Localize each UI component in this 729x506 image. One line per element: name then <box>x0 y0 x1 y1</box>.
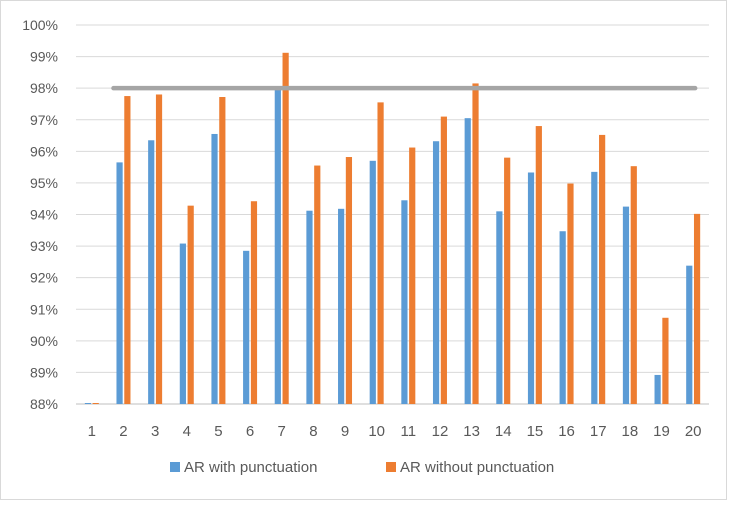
bar-without-punctuation <box>693 213 701 404</box>
legend-swatch <box>170 462 180 472</box>
x-tick-label: 19 <box>653 423 670 440</box>
bar-with-punctuation <box>654 374 661 404</box>
bar-with-punctuation <box>496 211 503 404</box>
x-tick-label: 20 <box>685 423 702 440</box>
y-tick-label: 96% <box>30 143 58 159</box>
bar-with-punctuation <box>559 231 566 404</box>
bar-with-punctuation <box>432 141 440 404</box>
y-tick-label: 93% <box>30 238 58 254</box>
y-tick-label: 98% <box>30 80 58 96</box>
x-tick-label: 11 <box>401 423 417 440</box>
x-tick-label: 2 <box>119 423 127 440</box>
bar-without-punctuation <box>599 134 606 404</box>
x-tick-label: 4 <box>183 423 191 440</box>
bar-with-punctuation <box>243 250 250 404</box>
bar-with-punctuation <box>211 133 218 404</box>
y-tick-label: 99% <box>30 49 58 65</box>
bar-with-punctuation <box>84 403 92 404</box>
x-tick-label: 16 <box>558 423 575 440</box>
y-tick-label: 90% <box>30 333 58 349</box>
y-tick-label: 100% <box>22 17 58 33</box>
bar-without-punctuation <box>567 183 574 404</box>
bar-without-punctuation <box>250 201 258 404</box>
bar-without-punctuation <box>314 165 321 404</box>
x-tick-label: 12 <box>432 423 449 440</box>
x-axis-tick-labels: 1 2 3 4 5 6 7 8 9 10 11 12 13 14 15 16 17 18 19 20 <box>88 423 702 440</box>
legend-swatch <box>386 462 396 472</box>
y-tick-label: 88% <box>30 396 58 412</box>
bar-without-punctuation <box>504 157 511 404</box>
bar-without-punctuation <box>630 166 637 404</box>
bar-without-punctuation <box>472 83 479 404</box>
x-tick-label: 9 <box>341 423 349 440</box>
x-tick-label: 13 <box>463 423 480 440</box>
bar-with-punctuation <box>527 172 535 404</box>
x-tick-label: 5 <box>214 423 222 440</box>
x-tick-label: 17 <box>590 423 607 440</box>
x-tick-label: 7 <box>278 423 286 440</box>
y-tick-label: 97% <box>30 112 58 128</box>
x-tick-label: 10 <box>368 423 385 440</box>
bar-without-punctuation <box>409 147 416 404</box>
y-tick-label: 94% <box>30 207 58 223</box>
x-tick-label: 14 <box>495 423 512 440</box>
bar-without-punctuation <box>187 205 194 404</box>
y-tick-label: 92% <box>30 270 58 286</box>
bar-without-punctuation <box>155 94 163 404</box>
x-tick-label: 3 <box>151 423 159 440</box>
y-tick-label: 89% <box>30 364 58 380</box>
legend-label: AR with punctuation <box>184 459 317 476</box>
bar-with-punctuation <box>369 160 376 404</box>
bar-with-punctuation <box>179 243 186 404</box>
bar-without-punctuation <box>377 102 384 405</box>
bar-with-punctuation <box>401 200 408 404</box>
bar-with-punctuation <box>338 208 345 404</box>
legend: AR with punctuation AR without punctuatio… <box>170 459 554 476</box>
bar-without-punctuation <box>219 97 226 404</box>
bar-without-punctuation <box>282 52 289 404</box>
bar-with-punctuation <box>686 265 693 404</box>
bar-with-punctuation <box>148 140 155 404</box>
x-tick-label: 6 <box>246 423 254 440</box>
x-tick-label: 8 <box>309 423 317 440</box>
y-tick-label: 91% <box>30 301 58 317</box>
bar-with-punctuation <box>116 162 123 404</box>
bar-without-punctuation <box>662 317 669 404</box>
legend-label: AR without punctuation <box>400 459 554 476</box>
bar-without-punctuation <box>345 157 353 404</box>
bar-with-punctuation <box>622 206 630 404</box>
bar-with-punctuation <box>306 210 313 404</box>
bar-with-punctuation <box>274 88 281 405</box>
bar-without-punctuation <box>92 403 99 404</box>
gridlines <box>76 24 709 405</box>
bar-series <box>84 52 701 405</box>
bar-without-punctuation <box>535 126 542 405</box>
y-axis-tick-labels: 88% 89% 90% 91% 92% 93% 94% 95% 96% 97% 98% 99% 100% <box>22 17 58 412</box>
y-tick-label: 95% <box>30 175 58 191</box>
bar-with-punctuation <box>464 118 471 404</box>
x-tick-label: 18 <box>622 423 639 440</box>
x-tick-label: 15 <box>527 423 544 440</box>
bar-without-punctuation <box>124 96 131 404</box>
bar-without-punctuation <box>440 116 447 404</box>
x-tick-label: 1 <box>88 423 96 440</box>
bar-with-punctuation <box>591 171 598 404</box>
